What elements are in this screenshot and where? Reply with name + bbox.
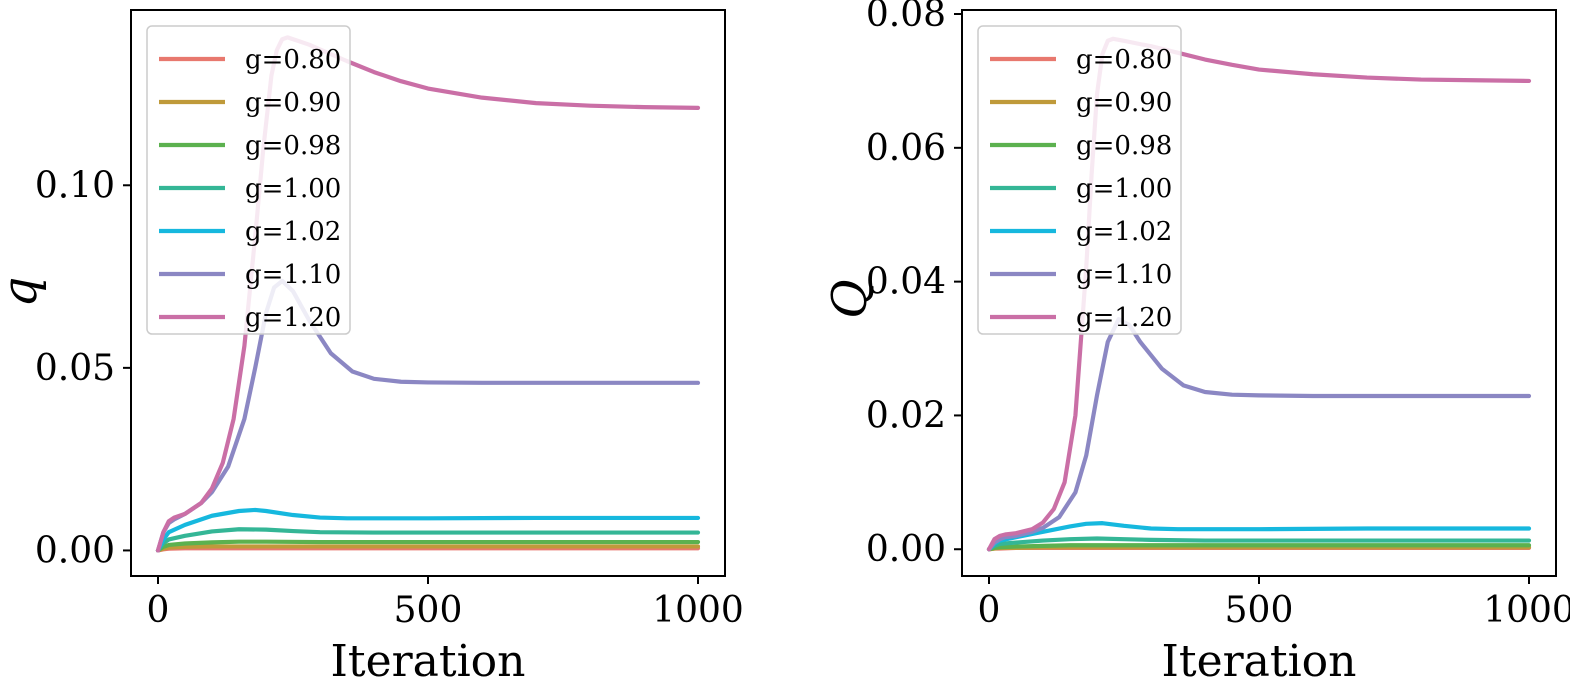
legend-label: g=0.90 — [1076, 88, 1172, 118]
series-line-4 — [986, 536, 1532, 552]
x-axis-label: Iteration — [1162, 636, 1357, 678]
legend: g=0.80 g=0.90 g=0.98 g=1.00 g=1.02 g=1.10 g=1.… — [977, 25, 1182, 335]
y-tick-label: 0.05 — [35, 348, 115, 389]
x-tick-label: 1000 — [1483, 590, 1570, 631]
y-tick-label: 0.10 — [35, 165, 115, 206]
legend-label: g=0.98 — [1076, 131, 1172, 161]
series-line-2 — [986, 545, 1532, 552]
chart-panel-1: 050010000.000.050.10Iterationqg=0.80g=0.… — [0, 9, 744, 678]
series-line-3 — [155, 539, 701, 553]
legend-label: g=1.00 — [1076, 174, 1172, 204]
y-tick-label: 0.04 — [866, 262, 946, 303]
y-axis-label: Q — [822, 279, 878, 318]
series-line-3 — [986, 543, 1532, 552]
y-tick-label: 0.02 — [866, 395, 946, 436]
y-axis-label: q — [0, 277, 48, 308]
legend-label: g=1.10 — [245, 260, 341, 290]
x-tick-label: 0 — [147, 590, 170, 631]
x-tick-label: 500 — [1225, 590, 1294, 631]
x-axis-label: Iteration — [331, 636, 526, 678]
legend-label: g=1.00 — [245, 174, 341, 204]
legend: g=0.80 g=0.90 g=0.98 g=1.00 g=1.02 g=1.10 g=1.… — [146, 25, 351, 335]
legend-label: g=0.80 — [1076, 45, 1172, 75]
chart-panel-2: 0 500 1000 0.00 0.02 0.04 0.06 0.08 Iteration Qg=… — [822, 0, 1570, 678]
legend-label: g=1.10 — [1076, 260, 1172, 290]
legend-label: g=0.90 — [245, 88, 341, 118]
legend-label: g=1.02 — [245, 217, 341, 247]
y-tick-label: 0.00 — [866, 529, 946, 570]
x-tick-label: 1000 — [652, 590, 744, 631]
y-tick-label: 0.08 — [866, 0, 946, 35]
x-tick-label: 0 — [978, 590, 1001, 631]
legend-label: g=0.98 — [245, 131, 341, 161]
legend-label: g=1.20 — [1076, 303, 1172, 333]
legend-label: g=1.20 — [245, 303, 341, 333]
series-line-6 — [986, 316, 1532, 552]
x-tick-label: 500 — [394, 590, 463, 631]
series-line-5 — [155, 507, 701, 553]
series-line-4 — [155, 527, 701, 553]
y-tick-label: 0.00 — [35, 530, 115, 571]
legend-label: g=1.02 — [1076, 217, 1172, 247]
y-tick-label: 0.06 — [866, 128, 946, 169]
series-line-1 — [155, 546, 701, 553]
legend-label: g=0.80 — [245, 45, 341, 75]
